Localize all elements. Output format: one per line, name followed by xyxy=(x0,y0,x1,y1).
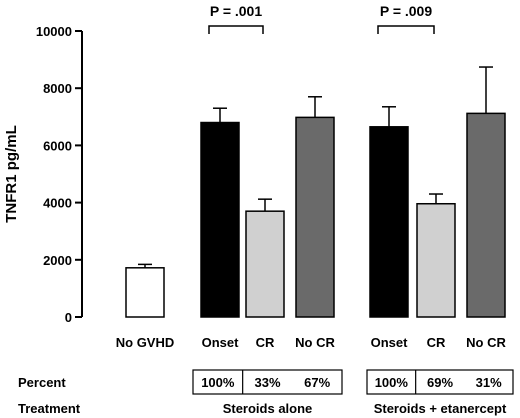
percent-row-label: Percent xyxy=(18,375,66,390)
y-tick-label: 6000 xyxy=(43,138,72,153)
p-value-label: P = .009 xyxy=(380,3,433,19)
y-tick-label: 2000 xyxy=(43,253,72,268)
bar xyxy=(295,116,335,318)
significance-bracket xyxy=(208,25,264,34)
bar xyxy=(416,202,456,318)
percent-value: 31% xyxy=(476,375,502,390)
x-tick-label: CR xyxy=(427,335,446,350)
y-axis: 0 2000 4000 6000 8000 10000 xyxy=(36,24,83,325)
y-tick-label: 4000 xyxy=(43,196,72,211)
bar xyxy=(466,112,506,318)
percent-box xyxy=(366,369,514,395)
bars xyxy=(125,66,506,318)
treatment-label: Steroids + etanercept xyxy=(374,401,507,416)
x-tick-label: Onset xyxy=(371,335,409,350)
x-tick-label: No CR xyxy=(466,335,506,350)
percent-value: 100% xyxy=(201,375,235,390)
y-tick-label: 0 xyxy=(65,310,72,325)
y-tick-label: 10000 xyxy=(36,24,72,39)
y-axis-label: TNFR1 pg/mL xyxy=(3,125,20,223)
x-tick-label: No GVHD xyxy=(116,335,175,350)
x-axis-tick-labels: No GVHD Onset CR No CR Onset CR No CR xyxy=(116,335,507,350)
significance-annotations: P = .001 P = .009 xyxy=(208,3,435,34)
bar xyxy=(369,126,409,318)
y-tick-label: 8000 xyxy=(43,81,72,96)
p-value-label: P = .001 xyxy=(210,3,263,19)
percent-treatment-table: Percent Treatment 100% 33% 67% Steroids alone… xyxy=(18,369,514,416)
percent-value: 33% xyxy=(254,375,280,390)
bar xyxy=(125,267,165,318)
percent-value: 100% xyxy=(375,375,409,390)
percent-value: 67% xyxy=(304,375,330,390)
significance-bracket xyxy=(377,25,435,34)
percent-value: 69% xyxy=(427,375,453,390)
treatment-row-label: Treatment xyxy=(18,401,81,416)
percent-box xyxy=(192,369,343,395)
x-tick-label: No CR xyxy=(295,335,335,350)
bar xyxy=(200,121,240,318)
x-tick-label: Onset xyxy=(202,335,240,350)
x-tick-label: CR xyxy=(256,335,275,350)
treatment-label: Steroids alone xyxy=(223,401,313,416)
bar xyxy=(245,210,285,318)
